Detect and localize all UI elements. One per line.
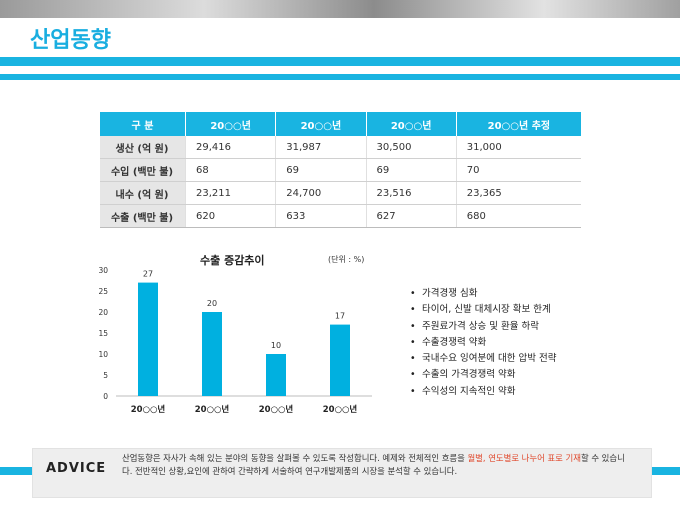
table-cell: 30,500	[366, 136, 457, 159]
data-label: 27	[143, 270, 153, 279]
advice-text-part: 할 수 있습니다. 전반적인 상황,요인에 관하여 간략하게 서술하여 연구개발…	[122, 453, 625, 476]
header-stripe-thin	[0, 74, 680, 80]
list-item: 가격경쟁 심화	[410, 286, 556, 302]
advice-label: ADVICE	[46, 461, 107, 476]
bar	[202, 312, 222, 396]
bar	[330, 324, 350, 396]
table-cell: 69	[275, 158, 367, 182]
advice-text-part: 산업동향은 자사가 속해 있는 분야의 동향을 살펴볼 수 있도록 작성합니다.…	[122, 453, 468, 463]
y-tick-label: 5	[103, 371, 108, 380]
list-item: 수출의 가격경쟁력 약화	[410, 367, 556, 383]
table-cell: 70	[456, 158, 581, 182]
x-tick-label: 20○○년	[131, 404, 166, 415]
chart-unit-note: (단위 : %)	[328, 255, 365, 264]
table-cell: 23,211	[185, 181, 277, 205]
table-row: 내수 (억 원) 23,211 24,700 23,516 23,365	[100, 181, 581, 205]
table-row: 수입 (백만 불) 68 69 69 70	[100, 158, 581, 182]
table-cell: 69	[366, 158, 457, 182]
data-label: 20	[207, 299, 217, 308]
row-label: 수입 (백만 불)	[100, 158, 186, 182]
table-cell: 627	[366, 204, 457, 228]
table-cell: 24,700	[275, 181, 367, 205]
table-cell: 23,365	[456, 181, 581, 205]
y-tick-label: 20	[98, 308, 108, 317]
list-item: 국내수요 잉여분에 대한 압박 전략	[410, 351, 556, 367]
table-header-category: 구 분	[100, 112, 186, 136]
table-row: 수출 (백만 불) 620 633 627 680	[100, 204, 581, 228]
row-label: 내수 (억 원)	[100, 181, 186, 205]
list-item: 수익성의 지속적인 약화	[410, 384, 556, 400]
data-label: 17	[335, 312, 345, 321]
row-label: 수출 (백만 불)	[100, 204, 186, 228]
data-label: 10	[271, 341, 281, 350]
page-title: 산업동향	[30, 28, 111, 53]
industry-table: 구 분 20○○년 20○○년 20○○년 20○○년 추정 생산 (억 원) …	[100, 112, 581, 228]
bar	[266, 354, 286, 396]
advice-highlight: 월별, 연도별로 나누어 표로 기재	[467, 453, 581, 463]
y-tick-label: 15	[98, 329, 108, 338]
y-tick-label: 10	[98, 350, 108, 359]
x-tick-label: 20○○년	[259, 404, 294, 415]
table-cell: 633	[275, 204, 367, 228]
bar	[138, 282, 158, 396]
table-cell: 68	[185, 158, 277, 182]
header-stripe-thick	[0, 57, 680, 66]
advice-text: 산업동향은 자사가 속해 있는 분야의 동향을 살펴볼 수 있도록 작성합니다.…	[122, 452, 632, 477]
y-tick-label: 30	[98, 266, 108, 275]
export-bar-chart: 0 5 10 15 20 25 30 27 20○○년 20 20○○년 10 20○○년 17 20○○년	[98, 266, 372, 415]
list-item: 타이어, 신발 대체시장 확보 한계	[410, 302, 556, 318]
list-item: 주원료가격 상승 및 환율 하락	[410, 319, 556, 335]
table-cell: 620	[185, 204, 277, 228]
list-item: 수출경쟁력 약화	[410, 335, 556, 351]
table-header-estimate: 20○○년 추정	[456, 112, 581, 136]
table-header-year: 20○○년	[366, 112, 457, 136]
advice-panel	[32, 448, 652, 498]
table-cell: 680	[456, 204, 581, 228]
table-header-year: 20○○년	[275, 112, 367, 136]
row-label: 생산 (억 원)	[100, 136, 186, 159]
table-row: 생산 (억 원) 29,416 31,987 30,500 31,000	[100, 136, 581, 159]
table-cell: 31,000	[456, 136, 581, 159]
table-header-row: 구 분 20○○년 20○○년 20○○년 20○○년 추정	[100, 112, 581, 136]
header-banner	[0, 0, 680, 18]
bullet-list: 가격경쟁 심화 타이어, 신발 대체시장 확보 한계 주원료가격 상승 및 환율…	[410, 286, 556, 400]
y-tick-label: 25	[98, 287, 108, 296]
table-cell: 29,416	[185, 136, 277, 159]
chart-title: 수출 증감추이	[200, 254, 265, 267]
x-tick-label: 20○○년	[323, 404, 358, 415]
y-tick-label: 0	[103, 392, 108, 401]
x-tick-label: 20○○년	[195, 404, 230, 415]
table-cell: 31,987	[275, 136, 367, 159]
table-cell: 23,516	[366, 181, 457, 205]
table-header-year: 20○○년	[185, 112, 277, 136]
